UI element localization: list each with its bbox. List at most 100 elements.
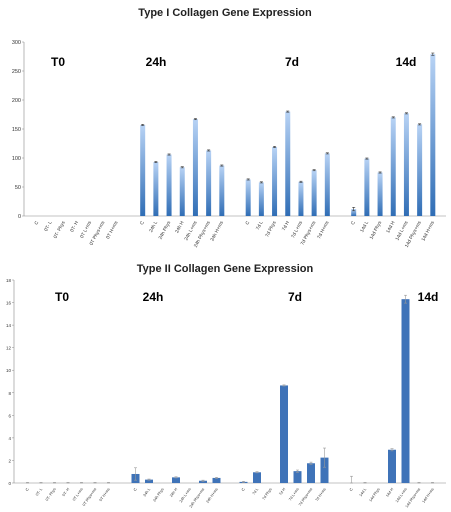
- c2-bar: [293, 471, 302, 483]
- c2-bar: [280, 385, 288, 483]
- c1-bar: [140, 124, 146, 216]
- c2-error-bar: [404, 294, 407, 304]
- c1-bar: [206, 150, 212, 216]
- c1-bar: [179, 167, 185, 216]
- c2-error-bar: [53, 482, 56, 484]
- c2-category-label: 0T- Phys: [45, 487, 57, 502]
- c2-error-bar: [39, 482, 43, 484]
- c1-error-bar: [259, 181, 263, 184]
- c2-phase-label: 24h: [143, 290, 164, 304]
- c2-category-label: C: [25, 487, 30, 492]
- c1-error-bar: [418, 123, 422, 126]
- c1-category-label: C: [139, 220, 146, 226]
- c1-bar: [403, 113, 409, 216]
- c1-error-bar: [404, 112, 408, 115]
- chart1-title: Type I Collagen Gene Expression: [138, 7, 312, 19]
- c2-y-tick-label: 12: [6, 346, 12, 351]
- c2-category-label: 24h Phys: [152, 487, 164, 502]
- c2-category-label: 7d Phys: [262, 487, 273, 501]
- c1-bar: [258, 182, 264, 216]
- c2-bar: [172, 477, 180, 483]
- c1-error-bar: [207, 149, 211, 152]
- c1-category-label: 7d H+ms: [316, 220, 331, 240]
- c1-y-tick-label: 300: [12, 40, 21, 46]
- c1-y-tick-label: 50: [15, 185, 21, 191]
- c1-category-label: 0T- H: [69, 220, 80, 234]
- c2-error-bar: [147, 478, 151, 481]
- c1-error-bar: [431, 52, 435, 56]
- c2-y-tick-label: 0: [8, 481, 11, 486]
- c2-error-bar: [363, 482, 367, 484]
- c1-category-label: 0T- L: [43, 220, 54, 233]
- c1-phase-label: 24h: [146, 55, 167, 69]
- c1-error-bar: [312, 169, 316, 172]
- c2-category-label: 14d H+ms: [422, 487, 435, 504]
- c2-error-bar: [350, 475, 353, 484]
- c2-category-label: 0T Phys+ms: [82, 487, 97, 507]
- c2-phase-label: 14d: [418, 290, 439, 304]
- c1-bar: [377, 172, 383, 216]
- c1-bar: [166, 154, 172, 216]
- c2-error-bar: [80, 482, 83, 484]
- c1-category-label: 14d L+ms: [394, 220, 410, 242]
- chart1-phase-labels: T0 24h 7d 14d: [51, 55, 416, 69]
- c1-bar: [390, 117, 396, 216]
- c2-error-bar: [309, 461, 313, 465]
- c1-category-label: 14d L: [359, 220, 370, 234]
- c1-error-bar: [378, 171, 382, 174]
- c1-bar: [219, 165, 225, 216]
- c2-category-label: 24h H+ms: [206, 487, 219, 504]
- c1-error-bar: [286, 110, 290, 113]
- c2-bar: [307, 463, 315, 483]
- c2-category-label: C: [133, 487, 138, 492]
- c1-error-bar: [273, 146, 277, 148]
- c2-phase-label: 7d: [288, 290, 302, 304]
- c1-category-label: 0T- Phys: [53, 220, 67, 240]
- c2-y-tick-label: 14: [6, 323, 12, 328]
- c1-category-label: C: [34, 220, 41, 226]
- c1-category-label: 7d Phys: [264, 220, 278, 239]
- c1-bar: [298, 181, 304, 216]
- c2-y-tick-label: 6: [8, 413, 11, 418]
- c2-y-tick-label: 18: [6, 278, 12, 283]
- c2-category-label: 0T- H: [62, 487, 71, 497]
- c1-category-label: 0T H+ms: [105, 220, 120, 241]
- c2-y-tick-label: 8: [8, 391, 11, 396]
- c1-category-label: 7d H: [281, 220, 291, 232]
- c1-bar: [324, 153, 330, 216]
- type1-collagen-chart: Type I Collagen Gene Expression 0 50 100 15…: [12, 7, 446, 249]
- c2-category-label: 0T L+ms: [72, 487, 84, 502]
- c1-error-bar: [391, 116, 395, 119]
- c1-category-label: 0T L+ms: [79, 220, 93, 240]
- c2-error-bar: [26, 482, 29, 484]
- c1-error-bar: [299, 180, 303, 183]
- c1-category-label: C: [350, 220, 357, 226]
- c1-category-label: 14d H: [385, 220, 397, 235]
- c1-y-tick-label: 250: [12, 69, 21, 75]
- c2-category-label: 24h Phys+ms: [189, 487, 206, 508]
- c2-y-tick-label: 2: [8, 458, 11, 463]
- c1-y-tick-label: 200: [12, 98, 21, 104]
- c2-category-label: C: [241, 487, 246, 492]
- c1-error-bar: [141, 124, 145, 126]
- c2-category-label: 7d L: [252, 487, 260, 495]
- c1-y-tick-label: 150: [12, 127, 21, 133]
- c2-bar: [320, 457, 329, 483]
- c1-error-bar: [193, 118, 197, 121]
- c2-category-label: 7d H+ms: [315, 487, 327, 502]
- c1-phase-label: 14d: [396, 55, 417, 69]
- chart2-title: Type II Collagen Gene Expression: [137, 263, 314, 275]
- c2-error-bar: [134, 467, 137, 481]
- c1-bar: [245, 179, 251, 216]
- c1-error-bar: [154, 161, 158, 163]
- c1-bar: [417, 124, 423, 216]
- c2-y-tick-label: 4: [8, 436, 11, 441]
- c1-category-label: 24h H: [174, 220, 186, 235]
- c2-category-label: 7d Phys+ms: [298, 487, 313, 507]
- type2-collagen-chart: Type II Collagen Gene Expression 0 2 4 6 8 10…: [6, 263, 446, 509]
- c2-category-label: 14d Phys: [368, 487, 380, 502]
- c1-error-bar: [246, 178, 250, 181]
- c2-category-label: 24h H: [169, 487, 178, 498]
- c2-error-bar: [242, 481, 245, 483]
